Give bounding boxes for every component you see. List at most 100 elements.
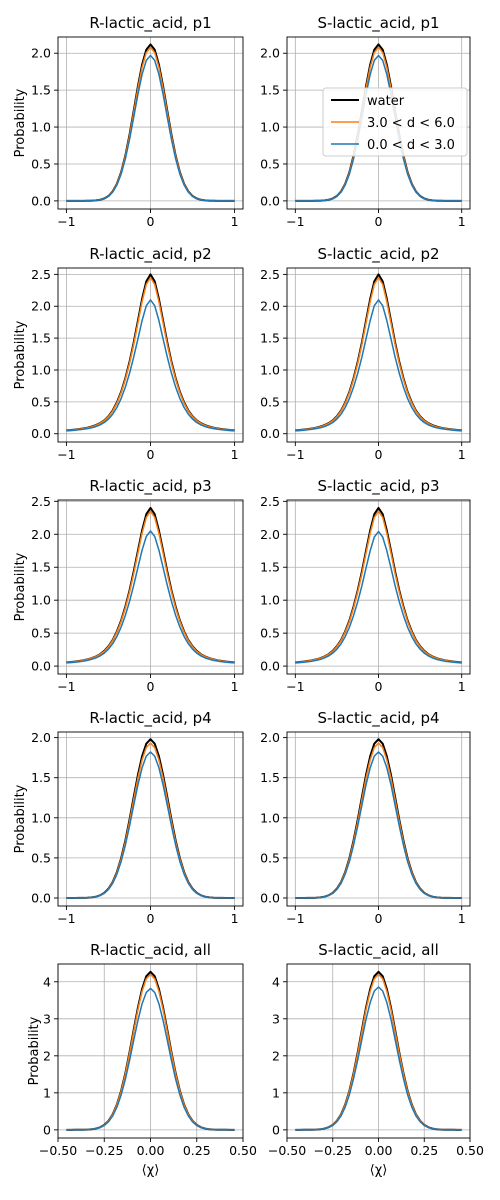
subplot-title: R-lactic_acid, p3 bbox=[89, 477, 211, 496]
x-tick-label: 0 bbox=[147, 214, 155, 229]
y-tick-label: 1.5 bbox=[260, 83, 280, 98]
subplot-title: R-lactic_acid, p1 bbox=[89, 14, 211, 33]
y-tick-label: 1.5 bbox=[31, 331, 51, 346]
subplot-title: S-lactic_acid, p2 bbox=[317, 245, 439, 264]
y-tick-label: 0.5 bbox=[31, 626, 51, 641]
subplot-1: −1 0 1 0.0 0.5 1.0 1.5 2.0 R-lactic_acid, p1 Prob… bbox=[13, 14, 244, 229]
subplot-6: −1 0 1 0.0 0.5 1.0 1.5 2.0 2.5 S-lactic_acid, p3 bbox=[260, 477, 471, 694]
series-line-3 bbox=[295, 751, 462, 899]
x-tick-label: 1 bbox=[231, 214, 239, 229]
legend-label: water bbox=[367, 94, 405, 109]
series-line-3 bbox=[295, 986, 462, 1131]
y-tick-label: 0.0 bbox=[260, 659, 280, 674]
y-tick-label: 2.0 bbox=[260, 730, 280, 745]
subplot-8: −1 0 1 0.0 0.5 1.0 1.5 2.0 S-lactic_acid, p4 bbox=[260, 709, 471, 926]
x-tick-label: 0.00 bbox=[365, 1143, 393, 1158]
x-tick-label: 0.25 bbox=[410, 1143, 438, 1158]
x-tick-label: −1 bbox=[57, 214, 75, 229]
y-tick-label: 2.0 bbox=[260, 299, 280, 314]
x-tick-label: 0 bbox=[375, 447, 383, 462]
y-tick-label: 1.0 bbox=[31, 362, 51, 377]
y-tick-label: 1.5 bbox=[260, 560, 280, 575]
x-tick-label: 1 bbox=[231, 679, 239, 694]
x-tick-label: −0.50 bbox=[39, 1143, 77, 1158]
y-tick-label: 0.0 bbox=[31, 193, 51, 208]
y-tick-label: 1.5 bbox=[260, 770, 280, 785]
y-tick-label: 2.5 bbox=[260, 494, 280, 509]
x-tick-label: −1 bbox=[57, 447, 75, 462]
x-tick-label: −1 bbox=[286, 447, 304, 462]
series-line-2 bbox=[295, 510, 462, 664]
x-tick-label: −0.50 bbox=[268, 1143, 306, 1158]
x-axis-label: ⟨χ⟩ bbox=[370, 1163, 388, 1178]
x-tick-label: −0.25 bbox=[85, 1143, 123, 1158]
x-tick-label: −1 bbox=[286, 911, 304, 926]
series-line-3 bbox=[66, 530, 235, 664]
y-tick-label: 0.5 bbox=[31, 394, 51, 409]
subplot-4: −1 0 1 0.0 0.5 1.0 1.5 2.0 2.5 S-lactic_acid, p2 bbox=[260, 245, 471, 462]
y-tick-label: 0.5 bbox=[31, 156, 51, 171]
subplot-3: −1 0 1 0.0 0.5 1.0 1.5 2.0 2.5 R-lactic_acid, p2 P… bbox=[13, 245, 244, 462]
y-tick-label: 1 bbox=[43, 1085, 51, 1100]
subplot-title: S-lactic_acid, p3 bbox=[317, 477, 439, 496]
y-tick-label: 0.5 bbox=[31, 850, 51, 865]
y-tick-label: 0.0 bbox=[31, 890, 51, 905]
x-tick-label: 1 bbox=[231, 447, 239, 462]
x-tick-label: 0.50 bbox=[229, 1143, 257, 1158]
y-tick-label: 2.0 bbox=[260, 527, 280, 542]
y-tick-label: 0.0 bbox=[31, 426, 51, 441]
y-tick-label: 4 bbox=[272, 974, 280, 989]
x-tick-label: 0.50 bbox=[456, 1143, 484, 1158]
subplot-title: R-lactic_acid, all bbox=[90, 941, 211, 960]
y-tick-label: 0.5 bbox=[260, 156, 280, 171]
subplot-5: −1 0 1 0.0 0.5 1.0 1.5 2.0 2.5 R-lactic_acid, p3 P… bbox=[13, 477, 244, 694]
y-tick-label: 1.0 bbox=[260, 120, 280, 135]
subplot-title: S-lactic_acid, all bbox=[318, 941, 439, 960]
legend-label: 0.0 < d < 3.0 bbox=[367, 138, 455, 153]
series-line-3 bbox=[66, 299, 235, 432]
x-tick-label: 0 bbox=[375, 679, 383, 694]
y-tick-label: 2.0 bbox=[31, 730, 51, 745]
y-tick-label: 3 bbox=[43, 1011, 51, 1026]
y-tick-label: 1.0 bbox=[31, 120, 51, 135]
x-tick-label: −0.25 bbox=[314, 1143, 352, 1158]
y-tick-label: 0.0 bbox=[31, 659, 51, 674]
y-axis-label: Probability bbox=[13, 88, 28, 157]
x-tick-label: 1 bbox=[458, 679, 466, 694]
y-tick-label: 4 bbox=[43, 974, 51, 989]
x-tick-label: 1 bbox=[458, 214, 466, 229]
subplot-7: −1 0 1 0.0 0.5 1.0 1.5 2.0 R-lactic_acid, p4 Prob… bbox=[13, 709, 244, 926]
x-tick-label: 0 bbox=[147, 447, 155, 462]
y-tick-label: 1.0 bbox=[260, 362, 280, 377]
y-tick-label: 1.0 bbox=[260, 810, 280, 825]
y-tick-label: 0.0 bbox=[260, 890, 280, 905]
y-tick-label: 1.0 bbox=[260, 593, 280, 608]
series-line-3 bbox=[66, 54, 235, 202]
subplot-10: −0.50 −0.25 0.00 0.25 0.50 0 1 2 3 4 S-lactic_acid… bbox=[268, 941, 484, 1178]
y-tick-label: 2.5 bbox=[260, 267, 280, 282]
series-line-2 bbox=[66, 276, 235, 432]
y-axis-label: Probability bbox=[13, 784, 28, 853]
x-tick-label: −1 bbox=[57, 911, 75, 926]
y-tick-label: 1.5 bbox=[31, 83, 51, 98]
y-tick-label: 2.0 bbox=[31, 299, 51, 314]
series-line-3 bbox=[66, 987, 235, 1131]
x-tick-label: −1 bbox=[57, 679, 75, 694]
x-tick-label: 0.00 bbox=[137, 1143, 165, 1158]
y-tick-label: 2.5 bbox=[31, 267, 51, 282]
y-tick-label: 2.0 bbox=[31, 527, 51, 542]
x-tick-label: 1 bbox=[231, 911, 239, 926]
y-tick-label: 2 bbox=[272, 1048, 280, 1063]
y-tick-label: 0.5 bbox=[260, 850, 280, 865]
y-tick-label: 1 bbox=[272, 1085, 280, 1100]
subplot-title: S-lactic_acid, p4 bbox=[317, 709, 439, 728]
series-line-2 bbox=[66, 510, 235, 664]
y-tick-label: 2 bbox=[43, 1048, 51, 1063]
y-tick-label: 0.0 bbox=[260, 193, 280, 208]
subplot-title: S-lactic_acid, p1 bbox=[317, 14, 439, 33]
y-tick-label: 0.0 bbox=[260, 426, 280, 441]
series-line-3 bbox=[66, 751, 235, 899]
y-tick-label: 0 bbox=[43, 1122, 51, 1137]
y-tick-label: 1.5 bbox=[260, 331, 280, 346]
